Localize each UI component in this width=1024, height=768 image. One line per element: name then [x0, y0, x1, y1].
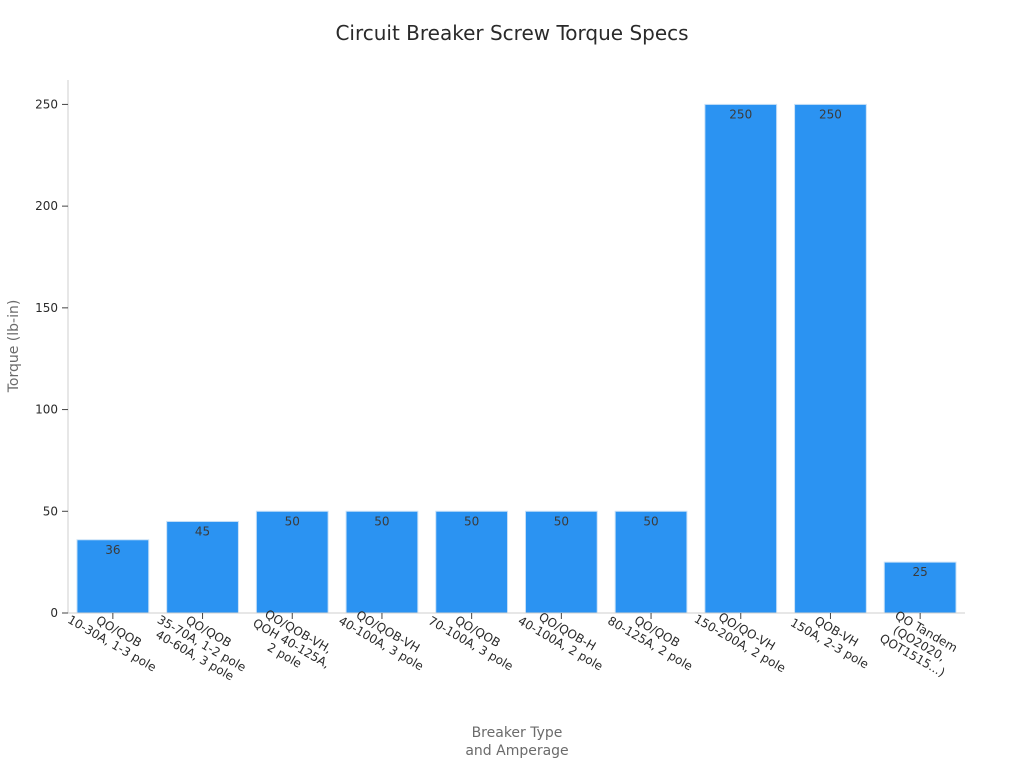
y-tick-label: 50: [43, 504, 58, 518]
y-axis-label: Torque (lb-in): [6, 300, 22, 394]
bar: [524, 510, 598, 614]
data-label: 36: [105, 543, 120, 557]
bar: [435, 510, 509, 614]
y-tick-label: 200: [35, 199, 58, 213]
bar: [76, 539, 150, 614]
bar: [704, 103, 778, 614]
bar: [345, 510, 419, 614]
bar: [794, 103, 867, 614]
x-tick-label: QO/QOB-VH,QOH 40-125A,2 pole: [244, 604, 340, 683]
bar: [166, 520, 239, 614]
bar: [255, 510, 329, 614]
data-label: 250: [729, 107, 752, 121]
y-tick-label: 0: [50, 606, 58, 620]
x-axis-label: Breaker Type and Amperage: [465, 725, 568, 759]
y-tick-label: 100: [35, 403, 58, 417]
data-label: 50: [464, 514, 479, 528]
data-label: 50: [643, 514, 658, 528]
data-label: 50: [554, 514, 569, 528]
data-label: 50: [374, 514, 389, 528]
data-label: 50: [285, 514, 300, 528]
data-label: 250: [819, 107, 842, 121]
bar: [883, 561, 957, 614]
data-label: 25: [913, 565, 928, 579]
x-tick-label: QO Tandem(QO2020,QOT1515...): [877, 607, 961, 679]
bars-layer: 36 45 50 50 50 50 50 250 250 25: [76, 103, 957, 614]
y-tick-label: 250: [35, 97, 58, 111]
chart-title: Circuit Breaker Screw Torque Specs: [335, 21, 688, 45]
data-label: 45: [195, 524, 210, 538]
y-tick-label: 150: [35, 301, 58, 315]
x-tick-label: QOB-VH150A, 2-3 pole: [788, 604, 878, 672]
